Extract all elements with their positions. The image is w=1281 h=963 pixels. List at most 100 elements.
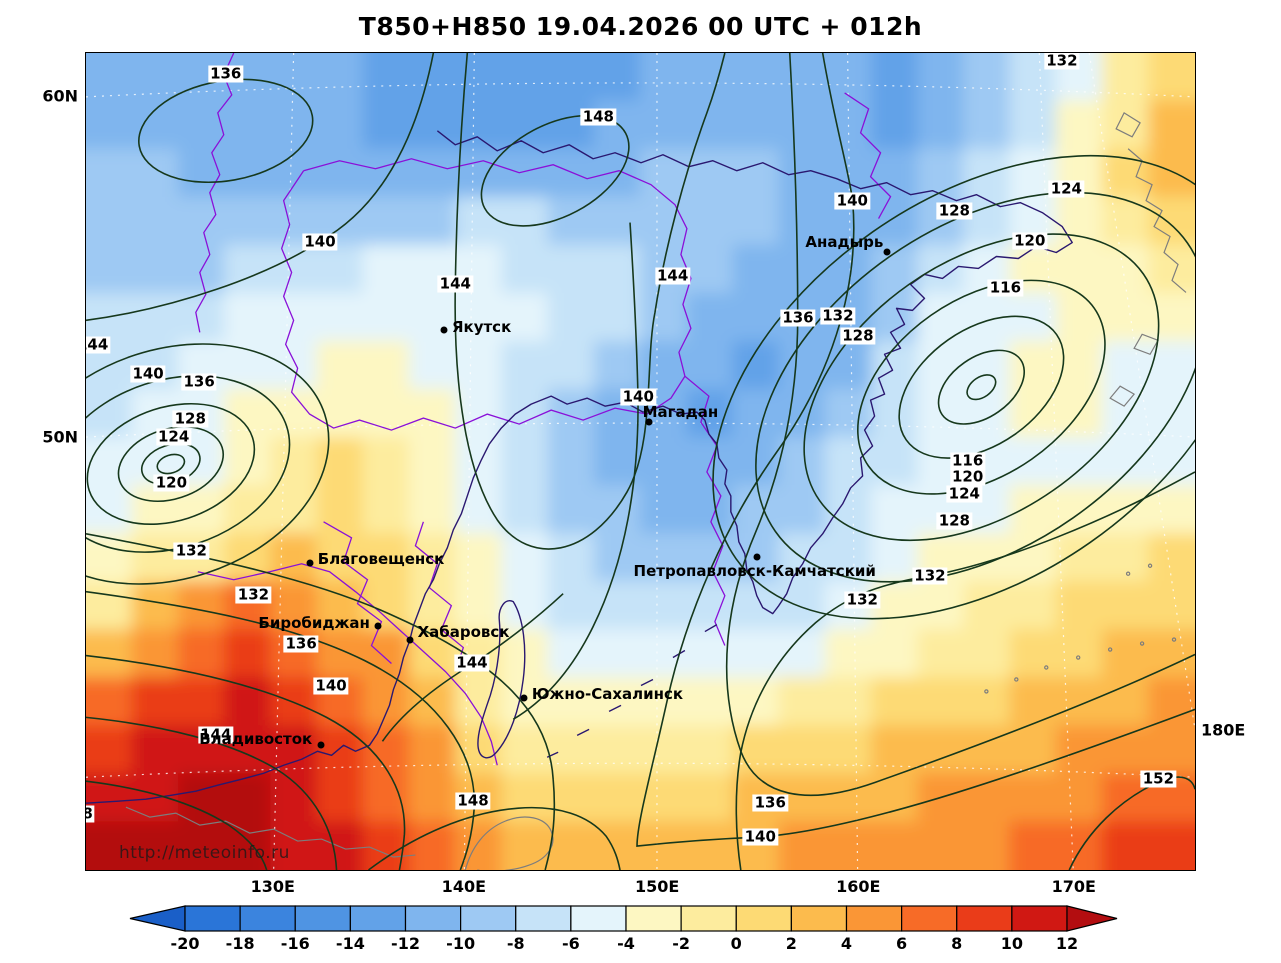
temperature-shading-layer xyxy=(86,53,1195,870)
colorbar-segment xyxy=(184,905,241,932)
colorbar-segment xyxy=(680,905,737,932)
city-label: Южно-Сахалинск xyxy=(531,685,684,704)
lon-tick-label-180e: 180E xyxy=(1201,720,1246,740)
colorbar-segment xyxy=(404,905,462,932)
contour-label: 144 xyxy=(454,653,490,672)
colorbar-segment xyxy=(570,905,627,932)
city-dot xyxy=(753,553,761,561)
contour-label: 140 xyxy=(302,232,338,251)
colorbar-segment xyxy=(790,905,848,932)
colorbar-tick-label: 8 xyxy=(951,934,963,953)
contour-label: 136 xyxy=(283,634,319,653)
contour-label: 152 xyxy=(1140,769,1177,788)
colorbar-segment xyxy=(1011,905,1068,932)
contour-label: 140 xyxy=(834,191,870,210)
city-dot xyxy=(883,248,891,256)
city-dot xyxy=(645,418,653,426)
contour-label: 140 xyxy=(742,827,778,846)
city-label: Биробиджан xyxy=(258,614,370,633)
contour-label: 136 xyxy=(208,64,244,83)
contour-label: 148 xyxy=(86,805,95,823)
weather-map: 136 148 132 140 144 144 140 128 124 120 116 136 132 1… xyxy=(85,52,1196,871)
colorbar-segment xyxy=(625,905,682,932)
contour-label: 124 xyxy=(1048,179,1084,198)
city-label: Владивосток xyxy=(199,730,313,749)
colorbar-segment xyxy=(239,905,296,932)
colorbar-tick-label: -10 xyxy=(446,934,476,953)
city-dot xyxy=(317,741,325,749)
colorbar-segment xyxy=(901,905,958,932)
colorbar-tick-label: 0 xyxy=(730,934,742,953)
contour-label: 124 xyxy=(155,427,192,446)
colorbar-segment xyxy=(735,905,792,932)
city-label: Анадырь xyxy=(805,232,884,251)
contour-label: 148 xyxy=(580,107,616,126)
city-dot xyxy=(440,326,448,334)
colorbar-segment xyxy=(460,905,517,932)
colorbar-tick-label: 2 xyxy=(785,934,797,953)
map-canvas xyxy=(86,53,1195,870)
colorbar-tick-label: -18 xyxy=(225,934,255,953)
contour-label: 144 xyxy=(437,274,473,293)
city-dot xyxy=(406,636,414,644)
city-label: Благовещенск xyxy=(317,549,445,568)
contour-label: 120 xyxy=(153,473,190,492)
contour-label: 132 xyxy=(1044,52,1080,70)
contour-label: 120 xyxy=(949,467,986,486)
lon-tick-label: 160E xyxy=(836,877,881,896)
contour-label: 128 xyxy=(936,511,972,530)
contour-label: 120 xyxy=(1012,231,1048,250)
lon-tick-label: 140E xyxy=(441,877,487,896)
contour-label: 132 xyxy=(912,566,948,585)
contour-label: 136 xyxy=(181,372,217,391)
lon-tick-label: 130E xyxy=(250,877,295,896)
colorbar-tick-label: 6 xyxy=(896,934,908,953)
contour-label: 132 xyxy=(844,590,880,609)
contour-label: 136 xyxy=(752,793,788,812)
contour-line-layer xyxy=(86,53,1195,870)
colorbar-tick-label: -14 xyxy=(335,934,365,953)
colorbar xyxy=(129,905,1118,932)
colorbar-tick-label: -16 xyxy=(280,934,310,953)
colorbar-segment xyxy=(845,905,903,932)
city-dot xyxy=(520,694,528,702)
colorbar-tick-label: -4 xyxy=(617,934,635,953)
colorbar-segment xyxy=(294,905,351,932)
colorbar-tick-label: 4 xyxy=(840,934,853,953)
lat-tick-label: 50N xyxy=(42,427,78,447)
city-label: Магадан xyxy=(642,403,719,422)
map-label-layer: 136 148 132 140 144 144 140 128 124 120 116 136 132 1… xyxy=(86,53,1195,870)
city-label: Петропавловск-Камчатский xyxy=(633,561,876,580)
foreign-coastline-layer xyxy=(125,111,1187,870)
contour-label: 144 xyxy=(86,336,111,354)
contour-label: 124 xyxy=(946,484,982,503)
colorbar-segment xyxy=(349,905,407,932)
contour-label: 132 xyxy=(235,585,272,604)
contour-label: 148 xyxy=(455,791,491,810)
contour-label: 128 xyxy=(936,201,972,220)
contour-label: 128 xyxy=(840,326,876,345)
colorbar-tick-label: -12 xyxy=(391,934,420,953)
contour-label: 140 xyxy=(130,364,166,383)
colorbar-tick-label: 10 xyxy=(1000,934,1024,953)
lon-tick-label: 150E xyxy=(634,877,680,896)
colorbar-tick-label: -20 xyxy=(170,934,200,953)
colorbar-tick-label: 12 xyxy=(1055,934,1079,953)
lon-tick-label: 170E xyxy=(1051,877,1096,896)
contour-label: 144 xyxy=(655,266,691,285)
city-label: Якутск xyxy=(451,317,512,336)
colorbar-tick-label: -6 xyxy=(561,934,580,953)
colorbar-tick-label: -8 xyxy=(506,934,525,953)
city-dot xyxy=(374,622,382,630)
coastline-layer xyxy=(86,130,1073,804)
contour-label: 144 xyxy=(198,725,234,744)
contour-label: 140 xyxy=(620,387,656,406)
contour-label: 116 xyxy=(987,278,1024,297)
watermark: http://meteoinfo.ru xyxy=(119,843,290,863)
contour-label: 132 xyxy=(173,541,209,560)
contour-label: 140 xyxy=(313,676,349,695)
colorbar-tick-label: -2 xyxy=(672,934,691,953)
page-title: T850+H850 19.04.2026 00 UTC + 012h xyxy=(358,12,923,41)
city-dot xyxy=(306,559,314,567)
